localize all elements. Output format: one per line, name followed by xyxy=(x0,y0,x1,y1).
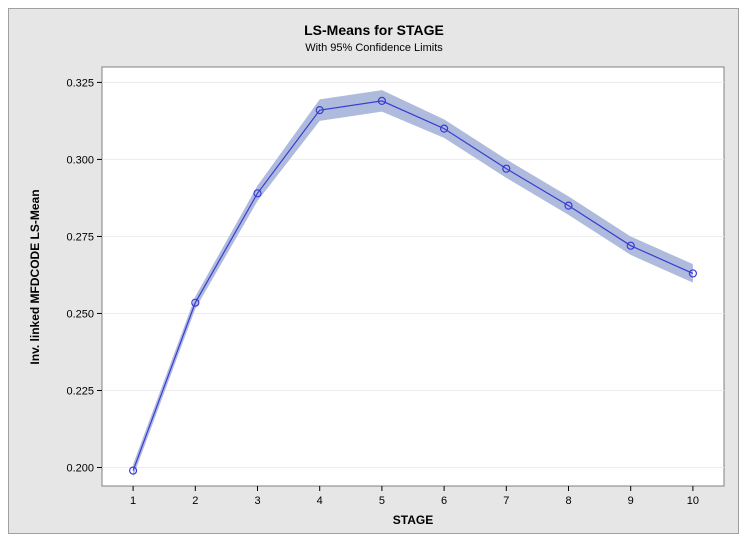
data-point xyxy=(315,106,324,115)
y-tick-label: 0.200 xyxy=(66,463,94,475)
chart-frame: LS-Means for STAGE With 95% Confidence L… xyxy=(8,8,739,534)
data-point xyxy=(377,96,386,105)
grid-lines xyxy=(102,81,724,469)
x-tick-label: 9 xyxy=(628,495,634,507)
chart-svg: LS-Means for STAGE With 95% Confidence L… xyxy=(28,22,725,527)
x-tick-label: 8 xyxy=(565,495,571,507)
data-point xyxy=(128,466,138,475)
x-tick-label: 4 xyxy=(317,495,323,507)
x-tick-label: 3 xyxy=(254,495,260,507)
y-axis-ticks: 0.200 0.225 0.250 0.275 0.300 0.325 xyxy=(66,77,102,475)
data-point xyxy=(191,298,200,307)
x-tick-label: 2 xyxy=(192,495,198,507)
x-axis-label: STAGE xyxy=(393,513,433,527)
data-point xyxy=(502,164,511,173)
data-point xyxy=(688,269,698,278)
data-point xyxy=(440,124,449,133)
y-tick-label: 0.275 xyxy=(66,231,94,243)
data-point xyxy=(626,241,635,250)
y-tick-label: 0.250 xyxy=(66,308,94,320)
plot-area xyxy=(101,66,725,487)
y-tick-label: 0.325 xyxy=(66,77,94,89)
series-line xyxy=(132,100,694,471)
y-axis-label: Inv. linked MFDCODE LS-Mean xyxy=(28,189,42,364)
x-tick-label: 6 xyxy=(441,495,447,507)
data-point xyxy=(564,201,573,210)
x-tick-label: 1 xyxy=(130,495,136,507)
series-line-layer xyxy=(132,100,694,471)
data-points xyxy=(128,96,698,475)
x-tick-label: 7 xyxy=(503,495,509,507)
x-tick-label: 5 xyxy=(379,495,385,507)
chart-title: LS-Means for STAGE xyxy=(304,22,444,38)
y-tick-label: 0.225 xyxy=(66,385,94,397)
y-tick-label: 0.300 xyxy=(66,154,94,166)
x-axis-ticks: 1 2 3 4 5 6 7 8 9 10 xyxy=(130,486,699,507)
data-point xyxy=(253,189,262,198)
x-tick-label: 10 xyxy=(687,495,699,507)
chart-subtitle: With 95% Confidence Limits xyxy=(305,42,443,54)
